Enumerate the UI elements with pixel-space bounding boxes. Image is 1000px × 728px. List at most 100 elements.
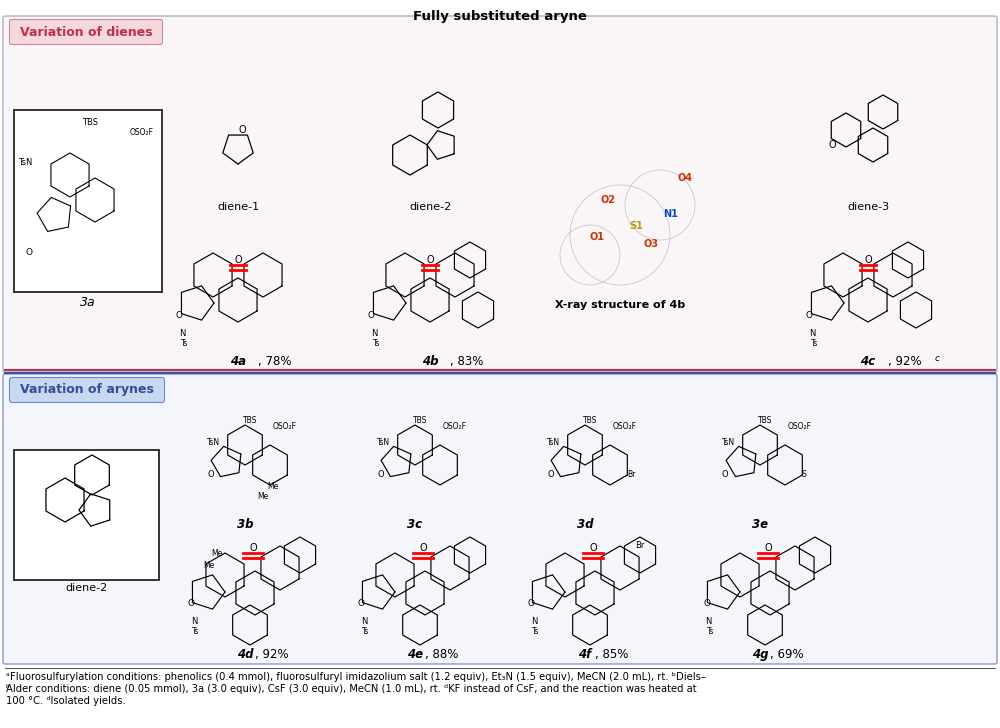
Text: 3c: 3c	[407, 518, 423, 531]
Text: TBS: TBS	[413, 416, 427, 425]
Text: 3d: 3d	[577, 518, 593, 531]
Text: TBS: TBS	[758, 416, 772, 425]
Text: TBS: TBS	[82, 118, 98, 127]
Text: OSO₂F: OSO₂F	[788, 422, 812, 431]
Text: Alder conditions: diene (0.05 mmol), 3a (3.0 equiv), CsF (3.0 equiv), MeCN (1.0 : Alder conditions: diene (0.05 mmol), 3a …	[6, 684, 697, 694]
Text: S1: S1	[629, 221, 643, 231]
Text: O: O	[589, 543, 597, 553]
Text: O: O	[25, 248, 32, 257]
FancyBboxPatch shape	[10, 20, 162, 44]
Text: Fluorosulfurylation conditions: phenolics (0.4 mmol), fluorosulfuryl imidazolium: Fluorosulfurylation conditions: phenolic…	[10, 672, 706, 682]
Text: Me: Me	[204, 561, 215, 569]
Text: O: O	[358, 599, 365, 609]
Text: 4f: 4f	[578, 648, 592, 661]
Text: Me: Me	[212, 550, 223, 558]
Text: N: N	[531, 617, 537, 627]
Text: OSO₂F: OSO₂F	[130, 128, 154, 137]
Text: O2: O2	[600, 195, 616, 205]
Text: O: O	[528, 599, 535, 609]
Text: TBS: TBS	[243, 416, 257, 425]
Text: Fully substituted aryne: Fully substituted aryne	[413, 10, 587, 23]
Text: S: S	[802, 470, 807, 479]
Text: TsN: TsN	[18, 158, 32, 167]
Text: O: O	[828, 140, 836, 150]
Text: O: O	[722, 470, 729, 479]
Text: 4b: 4b	[422, 355, 438, 368]
Text: diene-3: diene-3	[847, 202, 889, 212]
FancyBboxPatch shape	[3, 374, 997, 664]
Text: OSO₂F: OSO₂F	[443, 422, 467, 431]
Text: 4c: 4c	[860, 355, 876, 368]
Text: ᵃ: ᵃ	[6, 672, 10, 681]
Text: N: N	[810, 328, 816, 338]
Text: Ts: Ts	[373, 339, 380, 347]
Text: N: N	[372, 328, 378, 338]
Text: O: O	[806, 311, 813, 320]
Text: N: N	[706, 617, 712, 627]
Text: O: O	[188, 599, 195, 609]
Text: 4d: 4d	[237, 648, 253, 661]
Text: , 78%: , 78%	[258, 355, 292, 368]
Text: O: O	[703, 599, 710, 609]
Text: , 92%: , 92%	[255, 648, 289, 661]
Text: O: O	[234, 255, 242, 265]
Text: N: N	[361, 617, 367, 627]
Text: Br: Br	[627, 470, 635, 479]
Text: TsN: TsN	[722, 438, 735, 447]
Text: , 88%: , 88%	[425, 648, 458, 661]
Text: O: O	[377, 470, 384, 479]
Text: X-ray structure of 4b: X-ray structure of 4b	[555, 300, 685, 310]
Text: N1: N1	[664, 209, 678, 219]
Text: O: O	[426, 255, 434, 265]
Text: , 85%: , 85%	[595, 648, 628, 661]
Text: diene-2: diene-2	[66, 583, 108, 593]
Text: Ts: Ts	[811, 339, 818, 347]
Text: OSO₂F: OSO₂F	[613, 422, 637, 431]
Text: Ts: Ts	[532, 627, 539, 636]
Text: N: N	[180, 328, 186, 338]
Text: O: O	[238, 125, 246, 135]
Text: 4e: 4e	[407, 648, 423, 661]
Text: TsN: TsN	[207, 438, 220, 447]
Bar	[14, 450, 159, 580]
Text: OSO₂F: OSO₂F	[273, 422, 297, 431]
Text: c: c	[935, 354, 940, 363]
Text: Ts: Ts	[362, 627, 369, 636]
Text: Variation of dienes: Variation of dienes	[20, 25, 152, 39]
Text: TsN: TsN	[547, 438, 560, 447]
Text: O: O	[176, 311, 183, 320]
FancyBboxPatch shape	[3, 16, 997, 372]
Text: Me: Me	[257, 492, 268, 501]
Text: 100 °C. ᵈIsolated yields.: 100 °C. ᵈIsolated yields.	[6, 696, 126, 706]
Text: O4: O4	[678, 173, 692, 183]
Text: O: O	[547, 470, 554, 479]
Text: Br: Br	[635, 540, 644, 550]
Bar	[14, 110, 162, 292]
Text: ᵇ: ᵇ	[6, 684, 10, 693]
Text: Ts: Ts	[181, 339, 188, 347]
Text: , 92%: , 92%	[888, 355, 922, 368]
Text: 3b: 3b	[237, 518, 253, 531]
Text: O: O	[764, 543, 772, 553]
Text: O: O	[249, 543, 257, 553]
Text: Ts: Ts	[192, 627, 199, 636]
Text: 3e: 3e	[752, 518, 768, 531]
Text: , 83%: , 83%	[450, 355, 483, 368]
Text: diene-2: diene-2	[409, 202, 451, 212]
Text: diene-1: diene-1	[217, 202, 259, 212]
Text: O: O	[368, 311, 375, 320]
Text: 3a: 3a	[80, 296, 96, 309]
FancyBboxPatch shape	[10, 378, 164, 403]
Text: TsN: TsN	[377, 438, 390, 447]
Text: Ts: Ts	[707, 627, 714, 636]
Text: 4a: 4a	[230, 355, 246, 368]
Text: O: O	[207, 470, 214, 479]
Text: Me: Me	[267, 482, 278, 491]
Text: O: O	[419, 543, 427, 553]
Text: , 69%: , 69%	[770, 648, 804, 661]
Text: O1: O1	[590, 232, 604, 242]
Text: N: N	[191, 617, 197, 627]
Text: TBS: TBS	[583, 416, 597, 425]
Text: Variation of arynes: Variation of arynes	[20, 384, 154, 397]
Text: O3: O3	[644, 239, 658, 249]
